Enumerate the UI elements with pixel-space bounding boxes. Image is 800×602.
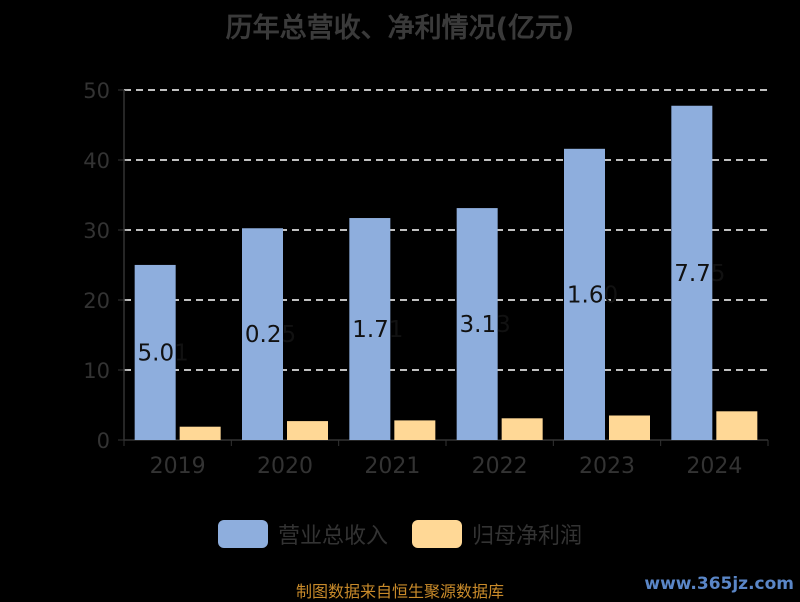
legend-label-revenue: 营业总收入: [277, 524, 388, 549]
x-tick-label: 2024: [686, 454, 742, 479]
y-tick-label: 10: [83, 359, 110, 383]
bars: [134, 105, 758, 441]
x-tick-label: 2021: [364, 454, 420, 479]
bar-revenue[interactable]: [349, 218, 391, 440]
x-tick-label: 2022: [472, 454, 528, 479]
y-tick-label: 0: [97, 429, 110, 453]
legend-swatch-revenue: [217, 520, 268, 548]
bar-net-profit[interactable]: [501, 418, 543, 440]
chart-title: 历年总营收、净利情况(亿元): [225, 13, 575, 44]
bar-revenue[interactable]: [134, 264, 176, 440]
bar-net-profit[interactable]: [394, 420, 436, 440]
y-tick-label: 30: [83, 219, 110, 243]
y-tick-label: 20: [83, 289, 110, 313]
data-label: 7.75: [674, 261, 725, 287]
x-tick-label: 2019: [150, 454, 206, 479]
legend-item-revenue[interactable]: 营业总收入: [217, 518, 388, 550]
data-label: 5.01: [138, 340, 189, 366]
bar-net-profit[interactable]: [287, 421, 328, 440]
legend-label-net-profit: 归母净利润: [472, 524, 583, 549]
x-tick-label: 2023: [579, 454, 635, 479]
data-label: 1.60: [567, 282, 618, 308]
bar-revenue[interactable]: [242, 228, 283, 440]
bar-revenue[interactable]: [564, 148, 605, 441]
data-label: 0.25: [245, 322, 296, 348]
x-tick-label: 2020: [257, 454, 313, 479]
source-note: 制图数据来自恒生聚源数据库: [295, 582, 504, 601]
data-labels: 5.01 0.25 1.71 3.13 1.60 7.75: [138, 261, 726, 367]
data-label: 3.13: [460, 312, 511, 338]
data-label: 1.71: [352, 317, 403, 343]
bar-net-profit[interactable]: [609, 415, 650, 441]
bar-net-profit[interactable]: [716, 411, 758, 440]
y-tick-label: 40: [83, 149, 110, 173]
y-tick-label: 50: [83, 79, 110, 103]
legend-swatch-net-profit: [412, 520, 462, 548]
legend-item-net-profit[interactable]: 归母净利润: [412, 518, 582, 550]
watermark: www.365jz.com: [644, 574, 794, 594]
bar-revenue[interactable]: [456, 208, 498, 440]
bar-revenue[interactable]: [671, 105, 713, 440]
bar-net-profit[interactable]: [179, 426, 221, 440]
axes: 0 10 20 30 40 50 2019 2020 2021 2022 2023 2024: [83, 79, 769, 479]
legend: 营业总收入 归母净利润: [0, 518, 800, 550]
